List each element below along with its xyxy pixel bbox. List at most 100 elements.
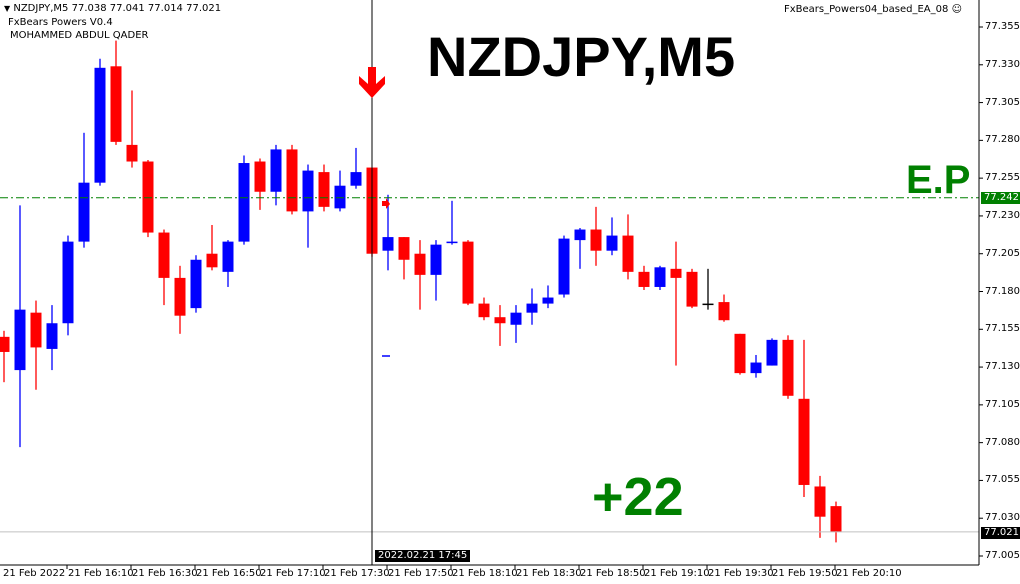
candle-body <box>766 339 778 366</box>
candle <box>798 339 810 498</box>
candle <box>574 228 586 269</box>
candle <box>14 205 26 448</box>
candle-body <box>830 506 842 532</box>
candle-body <box>734 333 746 374</box>
time-tick-label: 21 Feb 19:30 <box>708 568 774 579</box>
price-tick-label: 77.055 <box>985 474 1020 486</box>
symbol-ohlc-text: NZDJPY,M5 77.038 77.041 77.014 77.021 <box>13 3 222 14</box>
candle-body <box>622 235 634 272</box>
entry-marker-icon <box>382 198 390 209</box>
price-tick-label: 77.330 <box>985 58 1020 70</box>
down-arrow-shape <box>359 67 385 98</box>
candle <box>62 235 74 336</box>
price-tick-label: 77.230 <box>985 209 1020 221</box>
candle <box>190 255 202 313</box>
candle-body <box>46 323 58 349</box>
candle-body <box>0 336 10 352</box>
candle-body <box>126 144 138 162</box>
symbol-info[interactable]: ▼ NZDJPY,M5 77.038 77.041 77.014 77.021 <box>4 3 221 15</box>
candle <box>110 40 122 145</box>
candle <box>638 265 650 290</box>
candle-body <box>14 309 26 371</box>
collapse-triangle-icon[interactable]: ▼ <box>4 4 11 13</box>
candle-body <box>318 172 330 207</box>
price-tick-label: 77.005 <box>985 550 1020 561</box>
time-tick-label: 21 Feb 17:50 <box>388 568 454 579</box>
candle <box>398 237 410 280</box>
time-tick-label: 21 Feb 18:30 <box>516 568 582 579</box>
candle <box>446 200 458 245</box>
candle <box>462 240 474 306</box>
candle-body <box>542 297 554 304</box>
candle <box>302 164 314 248</box>
candle-body <box>574 229 586 241</box>
candle-body <box>334 185 346 209</box>
candles-group <box>0 40 842 543</box>
price-tick-label: 77.105 <box>985 398 1020 410</box>
price-tick-label: 77.305 <box>985 96 1020 108</box>
candle-body <box>254 161 266 192</box>
author-label: MOHAMMED ABDUL QADER <box>10 30 149 41</box>
candle <box>142 160 154 238</box>
price-tick-label: 77.080 <box>985 436 1020 448</box>
candle <box>254 158 266 210</box>
candle <box>814 475 826 538</box>
time-tick-label: 21 Feb 17:30 <box>324 568 390 579</box>
candle <box>78 132 90 248</box>
entry-point-label: E.P <box>906 158 971 202</box>
candle-body <box>174 277 186 316</box>
candle-body <box>94 67 106 183</box>
candle <box>478 297 490 321</box>
candle <box>670 241 682 366</box>
time-tick-label: 21 Feb 18:10 <box>452 568 518 579</box>
candle-body <box>782 339 794 396</box>
candle <box>654 265 666 290</box>
candle-body <box>190 259 202 309</box>
entry-price-tag: 77.242 <box>981 192 1020 204</box>
time-tick-label: 21 Feb 16:30 <box>132 568 198 579</box>
candle-body <box>494 317 506 324</box>
candle-body <box>238 163 250 242</box>
candle <box>174 265 186 334</box>
candle-body <box>302 170 314 212</box>
time-tick-label: 21 Feb 2022 <box>3 568 66 579</box>
candle <box>558 235 570 298</box>
candle-body <box>670 268 682 278</box>
candle <box>750 354 762 378</box>
candle-body <box>478 303 490 318</box>
candle-body <box>222 241 234 272</box>
profit-label: +22 <box>592 467 684 527</box>
price-tick-label: 77.180 <box>985 285 1020 297</box>
down-arrow-icon <box>359 67 385 98</box>
candle-body <box>382 237 394 251</box>
candle-body <box>110 66 122 142</box>
candle-body <box>702 303 714 306</box>
candle <box>30 300 42 390</box>
candle <box>318 164 330 212</box>
price-tick-label: 77.280 <box>985 134 1020 146</box>
candle <box>718 294 730 322</box>
candle <box>46 305 58 371</box>
candle <box>238 155 250 245</box>
expert-advisor-label[interactable]: FxBears_Powers04_based_EA_08 ☺ <box>784 4 962 16</box>
candle <box>622 214 634 280</box>
candle <box>766 338 778 366</box>
candle <box>222 240 234 287</box>
candle-body <box>686 271 698 307</box>
candle <box>0 330 10 383</box>
candle-body <box>462 241 474 304</box>
time-tick-label: 21 Feb 19:50 <box>772 568 838 579</box>
candle-body <box>718 302 730 321</box>
time-tick-label: 21 Feb 19:10 <box>644 568 710 579</box>
price-tick-label: 77.255 <box>985 172 1020 184</box>
candle <box>542 285 554 309</box>
candle <box>334 170 346 212</box>
candle-body <box>430 244 442 275</box>
candle <box>382 194 394 271</box>
indicator-name[interactable]: FxBears Powers V0.4 <box>8 17 113 28</box>
candle <box>606 217 618 256</box>
candle <box>350 147 362 189</box>
candle <box>430 240 442 301</box>
candle <box>734 333 746 375</box>
